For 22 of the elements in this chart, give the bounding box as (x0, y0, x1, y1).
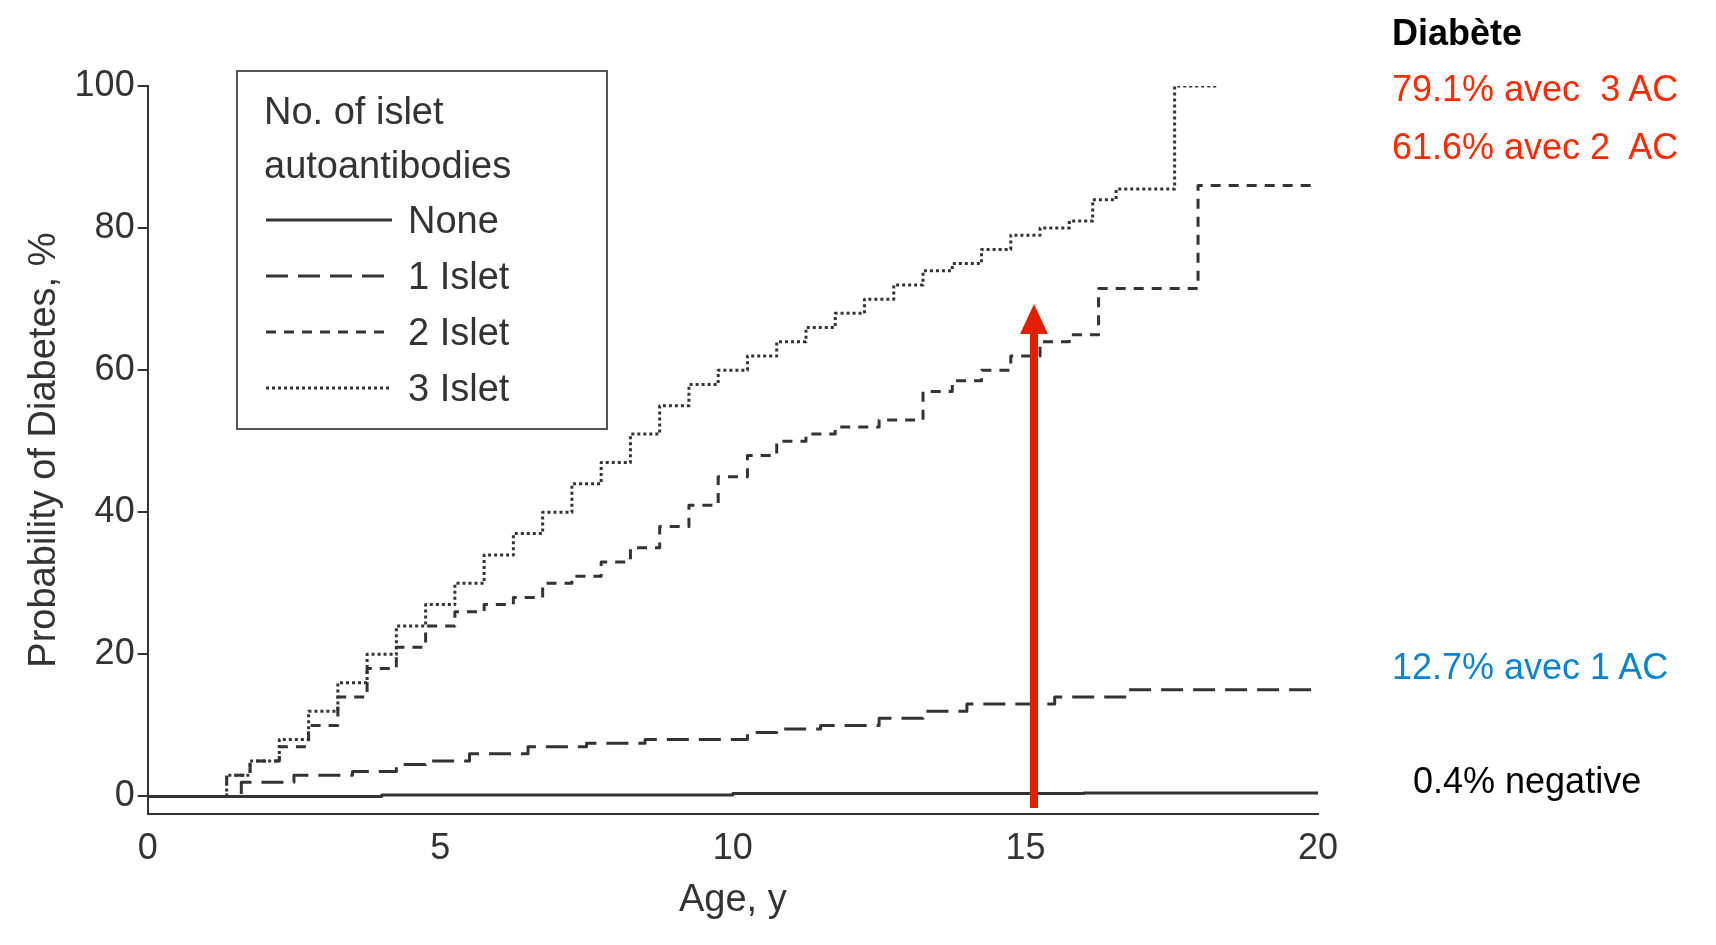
legend-label: None (408, 198, 499, 243)
text: 61.6% avec 2 AC (1392, 126, 1679, 168)
x-tick-label: 10 (712, 825, 753, 867)
legend-label: 3 Islet (408, 366, 510, 411)
text: 79.1% avec 3 AC (1392, 68, 1679, 110)
x-axis-title: Age, y (678, 876, 787, 919)
text: 12.7% avec 1 AC (1392, 646, 1669, 688)
legend-label: 2 Islet (408, 310, 510, 355)
legend-title: No. of islet autoantibodies (264, 89, 513, 188)
y-tick-label: 0 (114, 773, 135, 815)
text: 0.4% negative (1413, 760, 1642, 802)
y-tick-label: 60 (94, 347, 135, 389)
legend-label: 1 Islet (408, 254, 510, 299)
y-tick-label: 40 (94, 489, 135, 531)
text: Diabète (1392, 12, 1523, 54)
x-tick-label: 15 (1005, 825, 1046, 867)
y-tick-label: 100 (74, 62, 135, 104)
x-tick-label: 20 (1297, 825, 1339, 867)
x-tick-label: 5 (430, 825, 451, 867)
y-tick-label: 20 (94, 631, 135, 673)
y-tick-label: 80 (94, 205, 135, 247)
y-axis-title: Probability of Diabetes, % (21, 232, 64, 668)
